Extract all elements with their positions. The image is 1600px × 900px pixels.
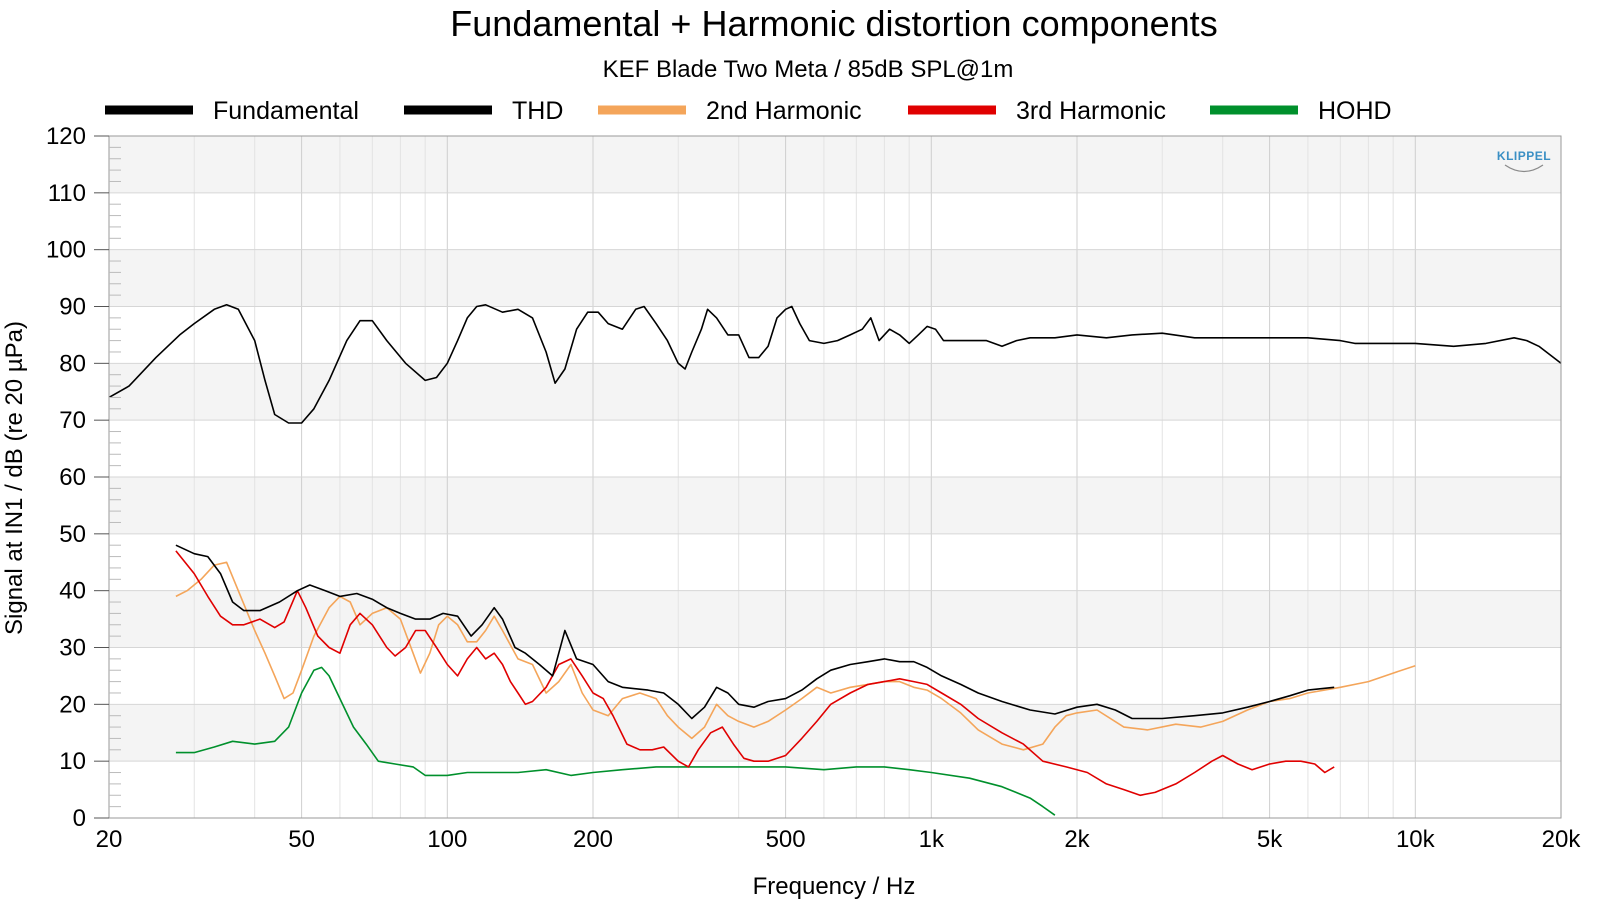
x-tick-label: 2k (1064, 826, 1090, 853)
y-axis-label: Signal at IN1 / dB (re 20 µPa) (1, 321, 28, 635)
y-tick-label: 40 (59, 578, 86, 605)
y-tick-label: 100 (46, 237, 86, 264)
chart-subtitle: KEF Blade Two Meta / 85dB SPL@1m (603, 56, 1014, 83)
y-tick-label: 80 (59, 350, 86, 377)
y-tick-label: 50 (59, 521, 86, 548)
x-tick-label: 100 (427, 826, 467, 853)
plot-band (109, 704, 1561, 762)
plot-band (109, 363, 1561, 421)
y-tick-label: 120 (46, 123, 86, 150)
y-tick-label: 10 (59, 748, 86, 775)
klippel-logo: KLIPPEL (1497, 149, 1551, 173)
x-tick-label: 5k (1257, 826, 1283, 853)
x-axis-label: Frequency / Hz (753, 873, 916, 900)
y-tick-label: 60 (59, 464, 86, 491)
legend-label-3rd-harmonic: 3rd Harmonic (1016, 97, 1166, 125)
plot-bands (109, 136, 1561, 762)
x-axis-ticks: 20 50 100 200 500 1k 2k 5k 10k 20k (96, 826, 1582, 853)
legend-label-thd: THD (512, 97, 563, 125)
chart-title: Fundamental + Harmonic distortion compon… (450, 3, 1217, 44)
x-tick-label: 1k (919, 826, 945, 853)
klippel-logo-text: KLIPPEL (1497, 149, 1551, 163)
y-tick-label: 110 (48, 180, 86, 207)
klippel-logo-arc (1504, 164, 1544, 173)
series-line-thd (175, 544, 1335, 720)
y-axis-ticks: 0 10 20 30 40 50 60 70 80 90 100 110 120 (46, 123, 121, 832)
y-tick-label: 70 (59, 407, 86, 434)
legend: Fundamental THD 2nd Harmonic 3rd Harmonic HO… (105, 97, 1392, 125)
y-tick-label: 90 (59, 294, 86, 321)
legend-label-hohd: HOHD (1318, 97, 1392, 125)
series-line-fundamental (108, 304, 1562, 424)
series-line-hohd (175, 666, 1056, 816)
x-tick-label: 200 (573, 826, 613, 853)
x-tick-label: 50 (288, 826, 315, 853)
x-tick-label: 500 (766, 826, 806, 853)
series-group (108, 304, 1562, 816)
y-tick-label: 30 (59, 635, 86, 662)
x-tick-label: 20 (96, 826, 123, 853)
plot-band (109, 477, 1561, 534)
x-tick-label: 10k (1396, 826, 1436, 853)
series-line-3rd-harmonic (175, 550, 1335, 797)
plot-band (109, 249, 1561, 307)
x-tick-label: 20k (1542, 826, 1582, 853)
y-tick-label: 20 (59, 691, 86, 718)
plot-band (109, 590, 1561, 648)
series-line-2nd-harmonic (175, 561, 1416, 751)
plot-band (109, 136, 1561, 193)
y-tick-label: 0 (73, 805, 86, 832)
legend-label-2nd-harmonic: 2nd Harmonic (706, 97, 862, 125)
legend-label-fundamental: Fundamental (213, 97, 359, 125)
